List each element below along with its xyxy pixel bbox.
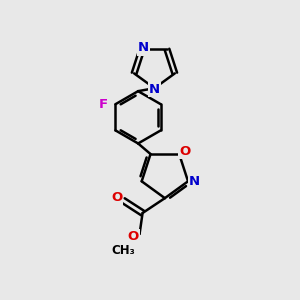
Text: F: F: [99, 98, 108, 111]
Text: O: O: [111, 191, 122, 204]
Text: O: O: [179, 145, 190, 158]
Text: CH₃: CH₃: [111, 244, 135, 257]
Text: N: N: [138, 41, 149, 55]
Text: N: N: [149, 83, 160, 96]
Text: N: N: [189, 175, 200, 188]
Text: O: O: [128, 230, 139, 243]
